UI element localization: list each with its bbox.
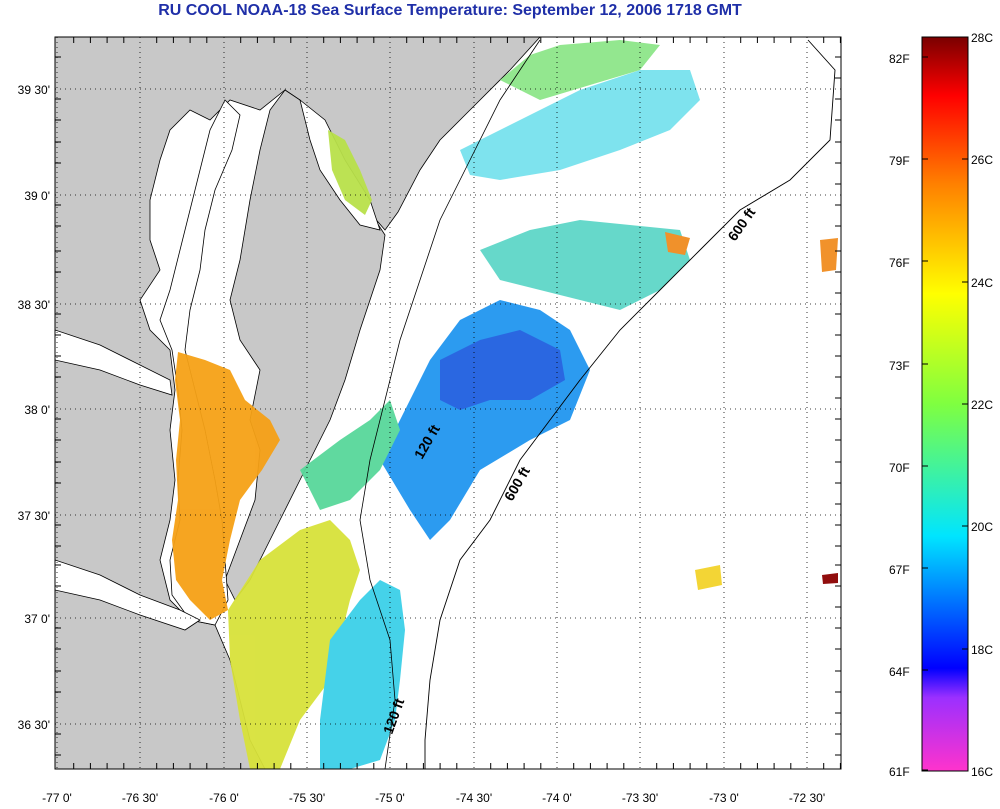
sst-patch-bay-warm [172, 352, 280, 620]
cbar-f-label: 61F [889, 765, 910, 779]
cbar-c-label: 26C [971, 153, 994, 167]
sst-patch-offshore-red [822, 573, 838, 584]
lat-label: 37 0' [24, 612, 50, 626]
cbar-c-label: 28C [971, 31, 994, 45]
lon-label: -73 0' [709, 791, 739, 805]
lon-label: -75 30' [289, 791, 325, 805]
lat-label: 38 30' [18, 298, 50, 312]
sst-patch-south-cyan [320, 580, 405, 769]
sst-patch-south-yellow [228, 520, 360, 769]
cbar-c-label: 18C [971, 643, 994, 657]
lon-label: -72 30' [789, 791, 825, 805]
lon-label: -74 30' [456, 791, 492, 805]
map-frame [54, 36, 842, 770]
sst-patch-offshore-yellow [695, 565, 722, 590]
cbar-f-label: 82F [889, 52, 910, 66]
cbar-f-label: 76F [889, 256, 910, 270]
latitude-labels: 39 30' 39 0' 38 30' 38 0' 37 30' 37 0' 3… [18, 83, 50, 732]
james-river [55, 559, 201, 631]
lat-label: 37 30' [18, 509, 50, 523]
lat-label: 39 30' [18, 83, 50, 97]
sst-data [172, 40, 838, 769]
lon-label: -76 0' [209, 791, 239, 805]
lon-label: -75 0' [375, 791, 405, 805]
potomac-river [55, 329, 173, 396]
cbar-f-label: 67F [889, 563, 910, 577]
cbar-c-label: 24C [971, 276, 994, 290]
longitude-labels: -77 0' -76 30' -76 0' -75 30' -75 0' -74… [42, 791, 825, 805]
isobath-600ft [424, 39, 836, 769]
lon-label: -73 30' [622, 791, 658, 805]
sst-patch-nj-green [500, 40, 660, 100]
temperature-colorbar [921, 36, 969, 772]
sst-patch-offshore-orange [820, 238, 838, 272]
cbar-c-label: 20C [971, 520, 994, 534]
lon-label: -74 0' [542, 791, 572, 805]
colorbar-ticks [922, 36, 968, 772]
cbar-f-label: 70F [889, 461, 910, 475]
axis-ticks [55, 37, 841, 769]
lon-label: -77 0' [42, 791, 72, 805]
colorbar-gradient [921, 36, 969, 772]
sst-patch-mid-deep [440, 330, 565, 410]
cbar-f-label: 79F [889, 154, 910, 168]
sst-patch-north-teal [480, 220, 690, 310]
cbar-c-label: 22C [971, 398, 994, 412]
lat-label: 39 0' [24, 189, 50, 203]
cbar-c-label: 16C [971, 765, 994, 779]
cbar-f-label: 64F [889, 665, 910, 679]
cbar-f-label: 73F [889, 359, 910, 373]
graticule [55, 37, 841, 769]
lon-label: -76 30' [122, 791, 158, 805]
map-title: RU COOL NOAA-18 Sea Surface Temperature:… [158, 2, 742, 19]
sst-patch-gulf-orange [665, 232, 690, 255]
sst-patch-mid-green [300, 400, 400, 510]
sst-patch-delaware-yellow [328, 130, 372, 215]
isobath-120ft [359, 39, 541, 769]
lat-label: 36 30' [18, 718, 50, 732]
lat-label: 38 0' [24, 403, 50, 417]
